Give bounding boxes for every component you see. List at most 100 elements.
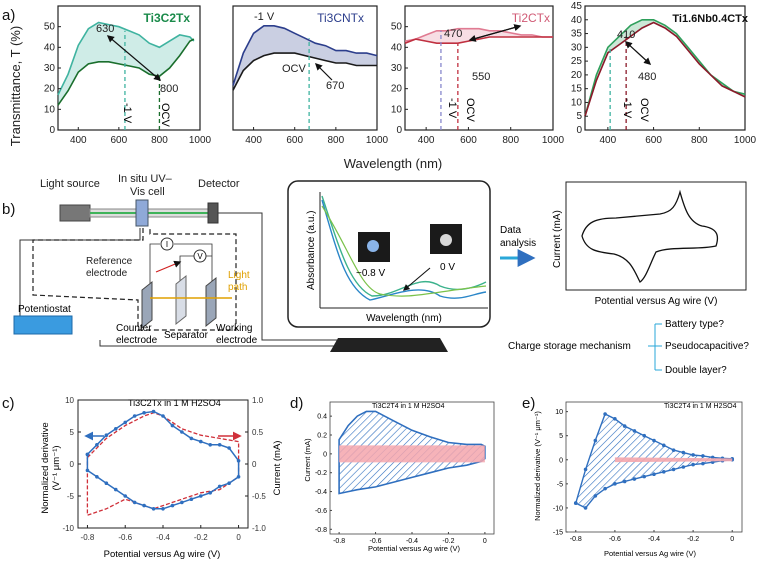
label-separator: Separator [164, 330, 209, 341]
label-working-2: electrode [216, 335, 258, 346]
fill-between [233, 25, 377, 91]
series-current [86, 412, 240, 517]
data-point [573, 501, 578, 505]
xtick-label: 600 [286, 135, 303, 146]
data-point [642, 433, 647, 438]
cell-zoom-outline [32, 228, 237, 331]
ytick-label: -5 [67, 492, 75, 501]
series-line--1-v [232, 25, 378, 86]
xtick-label: 0 [483, 538, 487, 545]
chart-d-title: Ti3C2T4 in 1 M H2SO4 [372, 403, 445, 410]
panel-e: e) -0.8 -0.6 -0.4 -0.2 0 10 5 0 -5 -10 -15 Ti3C2T4… [522, 395, 743, 558]
data-point [652, 472, 656, 477]
abs-curve-blue [321, 199, 487, 301]
panel-b: b) Light source In situ UV– Vis cell Det… [2, 173, 749, 376]
label-light-path-1: Light [228, 270, 250, 281]
ytick-label: 0 [576, 125, 582, 136]
data-point [151, 409, 156, 414]
mechanism-bracket [648, 323, 662, 371]
data-point [208, 491, 213, 495]
ytick-label: 20 [44, 84, 56, 95]
data-point [603, 486, 607, 491]
ytick-label: 40 [44, 42, 56, 53]
data-point [593, 494, 598, 498]
data-point [691, 462, 695, 467]
ytick-label: 0 [49, 125, 55, 136]
data-point [583, 506, 588, 510]
chart-d-xlabel: Potential versus Ag wire (V) [368, 544, 461, 553]
label-data-analysis-1: Data [500, 225, 522, 236]
chart-c-ylabel-1: Normalized derivative [40, 422, 51, 513]
axes-frame [232, 5, 378, 131]
data-point [652, 438, 656, 443]
data-point [198, 439, 203, 444]
ytick-label: 10 [555, 409, 563, 416]
annot-410: 410 [617, 29, 635, 41]
ytick-label: 0 [70, 460, 75, 469]
annot-ocv-c: OCV [464, 98, 476, 123]
data-point [161, 414, 165, 418]
label-cv-potential: Potential versus Ag wire (V) [595, 296, 718, 307]
xtick-label: 0 [236, 533, 241, 542]
xtick-label: -0.6 [370, 538, 382, 545]
chart-e-ylabel: Normalized derivative (V⁻¹ μm⁻¹) [533, 411, 542, 521]
y2tick-label: -0.5 [252, 492, 266, 501]
label-reference-1: Reference [86, 256, 133, 267]
label-neg-08v: −0.8 V [356, 268, 386, 279]
data-point [198, 494, 203, 498]
series-line--1-v [584, 19, 746, 117]
xtick-label: 800 [502, 135, 519, 146]
data-point [671, 467, 676, 472]
data-point [95, 443, 99, 447]
xtick-label: 800 [328, 135, 345, 146]
data-point [104, 481, 109, 486]
ammeter-icon [160, 237, 174, 251]
ytick-label: 10 [391, 104, 403, 115]
chart-ti16nb04ctx: 400 600 800 1000 0 5 10 15 20 25 30 35 40 45 [571, 1, 757, 146]
label-absorbance: Absorbance (a.u.) [306, 211, 317, 291]
data-point [85, 468, 90, 473]
chart-title-ti2ctx: Ti2CTx [512, 11, 550, 25]
wire-3 [99, 340, 340, 347]
annot-neg1v-c: -1 V [446, 98, 458, 119]
data-point [85, 452, 90, 457]
ytick-label: -0.4 [315, 489, 327, 496]
label-counter-1: Counter [116, 323, 152, 334]
data-point [622, 424, 627, 428]
chart-c: -0.8 -0.6 -0.4 -0.2 0 10 5 0 -5 -10 1.0 0.5 0 -0.5 -1.… [62, 396, 266, 542]
data-point [661, 443, 666, 448]
chart-c-xlabel: Potential versus Ag wire (V) [104, 549, 221, 560]
cv-frame [565, 181, 747, 291]
chart-title-ti16nb04ctx: Ti1.6Nb0.4CTx [672, 13, 748, 25]
ytick-label: -10 [62, 524, 74, 533]
xtick-label: -0.2 [194, 533, 208, 542]
laptop-keyboard [330, 338, 448, 352]
xtick-label: -0.4 [648, 536, 660, 543]
data-point [113, 427, 118, 431]
ytick-label: 50 [44, 22, 56, 33]
panel-a: a) Transmittance, T (%) Wavelength (nm) … [2, 1, 757, 171]
panel-d: d) -0.8 -0.6 -0.4 -0.2 00.40.20-0.2-0.4-0.6-… [290, 395, 495, 553]
chart-ti3cntx: 400 600 800 1000 [232, 5, 389, 146]
panel-e-letter: e) [522, 395, 535, 412]
data-point [227, 481, 231, 486]
option-pseudocapacitive: Pseudocapacitive? [665, 341, 749, 352]
option-battery: Battery type? [665, 319, 724, 330]
xtick-label: 400 [70, 135, 87, 146]
label-detector: Detector [198, 178, 240, 190]
xtick-label: 1000 [734, 135, 757, 146]
detector-box [207, 202, 219, 224]
ytick-label: 20 [571, 70, 583, 81]
ytick-label: -0.2 [315, 470, 327, 477]
series-derivative [86, 410, 240, 510]
chart-title-ti3cntx: Ti3CNTx [317, 11, 364, 25]
annot-ocv-d: OCV [638, 98, 650, 123]
ytick-label: 5 [70, 428, 75, 437]
series-line-ocv [584, 21, 746, 117]
y2tick-label: 0 [252, 460, 257, 469]
separator-plate [175, 274, 187, 326]
label-light-source: Light source [40, 178, 100, 190]
double-layer-band [614, 457, 733, 463]
annot-neg1v-a: -1 V [121, 103, 133, 124]
ytick-label: 0.4 [317, 414, 327, 421]
